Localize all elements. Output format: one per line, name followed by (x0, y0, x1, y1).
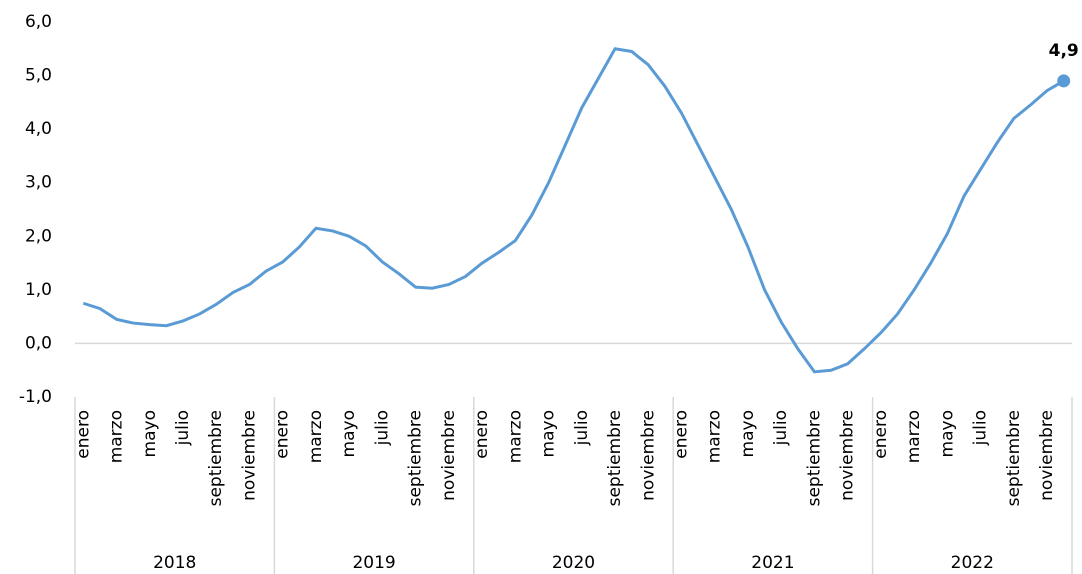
x-tick-label: septiembre (605, 410, 625, 506)
y-tick-label: 3,0 (25, 173, 52, 193)
x-tick-label: mayo (937, 410, 957, 457)
x-tick-label: enero (871, 410, 891, 459)
x-tick-label: julio (372, 410, 392, 446)
y-tick-label: 6,0 (25, 12, 52, 32)
x-tick-label: septiembre (206, 410, 226, 506)
x-tick-label: septiembre (804, 410, 824, 506)
x-tick-label: marzo (505, 410, 525, 463)
x-tick-label: mayo (539, 410, 559, 457)
group-label: 2022 (951, 553, 994, 573)
x-tick-label: noviembre (439, 410, 459, 501)
x-tick-label: marzo (904, 410, 924, 463)
x-tick-label: julio (572, 410, 592, 446)
x-tick-label: mayo (140, 410, 160, 457)
y-tick-label: 2,0 (25, 226, 52, 246)
y-tick-label: 5,0 (25, 66, 52, 86)
x-tick-label: marzo (107, 410, 127, 463)
x-tick-label: noviembre (1037, 410, 1057, 501)
group-label: 2020 (552, 553, 595, 573)
group-label: 2021 (751, 553, 794, 573)
x-tick-label: julio (173, 410, 193, 446)
x-tick-label: noviembre (838, 410, 858, 501)
x-tick-label: mayo (738, 410, 758, 457)
x-tick-label: noviembre (638, 410, 658, 501)
data-label: 4,9 (1049, 41, 1079, 61)
x-tick-label: enero (273, 410, 293, 459)
x-tick-label: marzo (306, 410, 326, 463)
x-tick-label: enero (472, 410, 492, 459)
group-label: 2019 (352, 553, 395, 573)
x-tick-label: marzo (705, 410, 725, 463)
y-tick-label: -1,0 (19, 387, 52, 407)
x-tick-label: julio (971, 410, 991, 446)
line (82, 47, 1065, 374)
y-tick-label: 0,0 (25, 333, 52, 353)
x-tick-label: mayo (339, 410, 359, 457)
x-tick-label: noviembre (239, 410, 259, 501)
y-tick-label: 1,0 (25, 280, 52, 300)
y-tick-label: 4,0 (25, 119, 52, 139)
x-tick-label: septiembre (406, 410, 426, 506)
x-tick-label: julio (771, 410, 791, 446)
x-tick-label: enero (73, 410, 93, 459)
x-tick-label: enero (672, 410, 692, 459)
point-marker (1057, 74, 1071, 88)
group-label: 2018 (153, 553, 196, 573)
x-tick-label: septiembre (1004, 410, 1024, 506)
